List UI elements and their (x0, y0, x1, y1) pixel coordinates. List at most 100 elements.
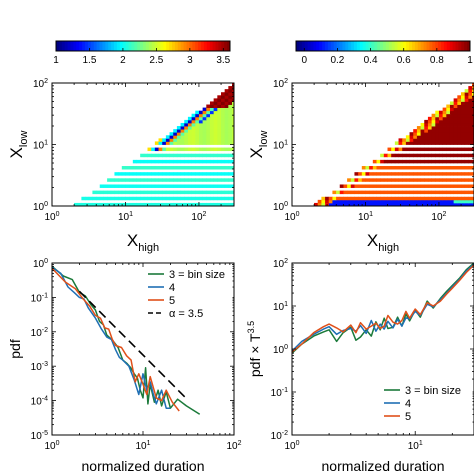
heatmap-cell (383, 166, 388, 170)
colorbar-swatch (333, 41, 338, 51)
heatmap-cell (361, 178, 366, 182)
heatmap-cell (107, 196, 112, 201)
colorbar-tick-label: 0 (302, 55, 308, 66)
heatmap-cell (464, 110, 469, 115)
heatmap-cell (369, 202, 374, 207)
colorbar-swatch (383, 41, 387, 51)
heatmap-cell (213, 126, 218, 130)
heatmap-cell (468, 172, 473, 176)
heatmap-cell (446, 202, 451, 207)
heatmap-cell (228, 166, 233, 170)
heatmap-cell (176, 132, 181, 136)
heatmap-cell (457, 147, 462, 152)
colorbar-swatch (61, 41, 66, 51)
heatmap-cell (420, 126, 425, 130)
colorbar-swatch (87, 41, 92, 51)
heatmap-cell (74, 202, 79, 207)
heatmap-cell (125, 166, 130, 170)
heatmap-cell (187, 153, 192, 158)
heatmap-cell (187, 135, 192, 139)
heatmap-cell (228, 147, 233, 152)
heatmap-cell (468, 113, 473, 118)
series-line-3 (292, 264, 474, 353)
heatmap-cell (431, 166, 436, 170)
heatmap-cell (154, 166, 159, 170)
heatmap-cell (457, 104, 462, 108)
heatmap-cell (354, 196, 359, 201)
heatmap-cell (464, 147, 469, 152)
heatmap-cell (220, 147, 226, 152)
heatmap-cell (162, 184, 167, 188)
heatmap-cell (202, 172, 207, 176)
heatmap-cell (416, 172, 421, 176)
heatmap-cell (154, 141, 159, 145)
heatmap-cell (472, 159, 474, 164)
heatmap-cell (184, 184, 189, 188)
colorbar-swatch (169, 41, 173, 51)
heatmap-cell (413, 202, 418, 207)
heatmap-cell (158, 196, 163, 201)
heatmap-cell (453, 141, 458, 145)
heatmap-cell (191, 166, 196, 170)
heatmap-cell (213, 153, 218, 158)
heatmap-cell (413, 132, 418, 136)
heatmap-cell (184, 159, 189, 164)
heatmap-cell (457, 135, 462, 139)
heatmap-cell (220, 110, 226, 115)
heatmap-cell (143, 184, 148, 188)
heatmap-cell (198, 172, 204, 176)
heatmap-cell (209, 101, 215, 105)
colorbar-swatch (218, 41, 222, 51)
heatmap-cell (110, 190, 115, 195)
heatmap-cell (228, 135, 233, 139)
heatmap-cell (398, 184, 403, 188)
heatmap-cell (228, 113, 233, 118)
tick-exponent: 1 (419, 440, 423, 447)
tick-base: 10 (273, 79, 285, 90)
heatmap-cell (420, 122, 425, 127)
colorbar-swatch (212, 41, 216, 51)
heatmap-cell (228, 95, 233, 99)
heatmap-cell (431, 147, 436, 152)
heatmap-cell (416, 132, 421, 136)
heatmap-cell (442, 202, 447, 207)
heatmap-cell (472, 83, 474, 87)
heatmap-cell (420, 141, 425, 145)
heatmap-cell (413, 178, 418, 182)
heatmap-cell (431, 113, 436, 118)
tick-exponent: 2 (203, 211, 207, 218)
colorbar-swatch (388, 41, 393, 51)
series-line-2 (292, 263, 474, 352)
heatmap-cell (191, 135, 196, 139)
heatmap-cell (224, 141, 229, 145)
heatmap-cell (228, 132, 233, 136)
heatmap-cell (129, 184, 134, 188)
heatmap-cell (387, 196, 392, 201)
heatmap-cell (372, 184, 377, 188)
heatmap-cell (460, 190, 466, 195)
colorbar-swatch (458, 41, 462, 51)
heatmap-cell (420, 172, 425, 176)
heatmap-cell (206, 107, 211, 112)
heatmap-cell (446, 159, 451, 164)
heatmap-cell (405, 166, 410, 170)
heatmap-cell (394, 178, 399, 182)
heatmap-cell (460, 147, 466, 152)
heatmap-cell (162, 190, 167, 195)
heatmap-cell (449, 138, 455, 142)
heatmap-cell (387, 172, 392, 176)
heatmap-cell (232, 107, 235, 112)
heatmap-cell (409, 202, 414, 207)
heatmap-cell (468, 132, 473, 136)
heatmap-cell (347, 199, 352, 204)
heatmap-cell (427, 135, 432, 139)
heatmap-cell (209, 107, 215, 112)
heatmap-cell (198, 138, 204, 142)
heatmap-cell (438, 199, 444, 204)
legend-label-3: 5 (169, 295, 175, 307)
y-axis-label: pdf (7, 339, 23, 359)
heatmap-cell (114, 190, 119, 195)
heatmap-cell (405, 147, 410, 152)
heatmap-cell (449, 119, 455, 124)
heatmap-cell (438, 132, 444, 136)
